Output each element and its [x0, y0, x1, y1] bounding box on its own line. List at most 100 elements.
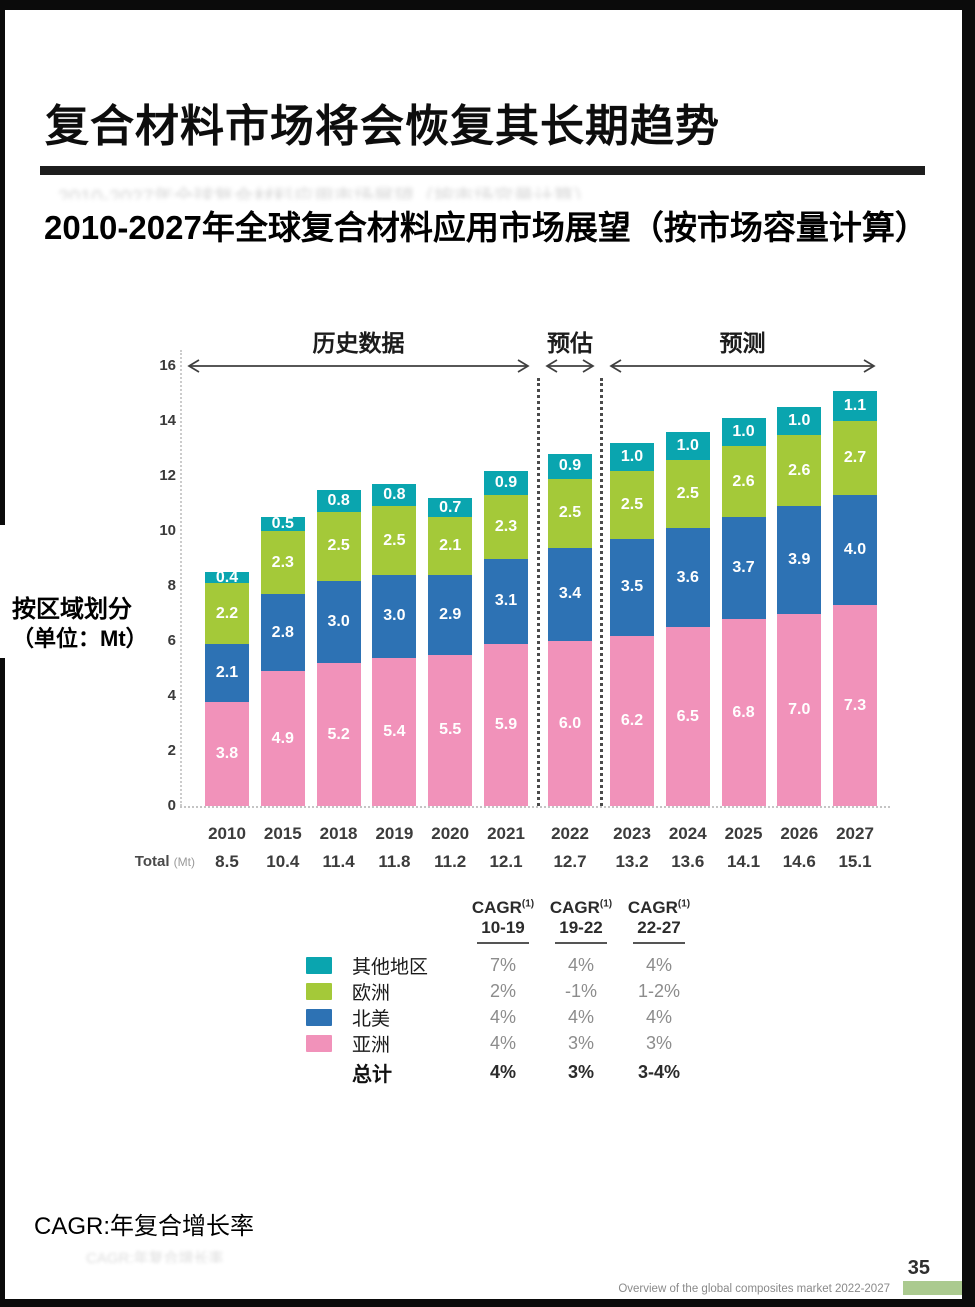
year-label: 2025 [724, 824, 763, 843]
bar-segment: 3.0 [372, 575, 417, 658]
bar-value-label: 3.9 [788, 550, 811, 568]
bar-segment: 6.0 [548, 641, 592, 806]
border-left-upper [0, 0, 5, 525]
bar-segment: 0.9 [484, 470, 528, 496]
cagr-value: -1% [564, 980, 597, 1001]
bar-segment: 0.8 [316, 489, 361, 512]
page-number: 35 [907, 1257, 930, 1279]
bar-segment: 3.1 [484, 558, 528, 644]
bar-value-label: 2.5 [620, 495, 644, 513]
section-label: 预测 [719, 330, 766, 356]
bar-value-label: 2.5 [383, 531, 406, 549]
bar-value-label: 4.0 [843, 541, 867, 559]
year-label: 2020 [431, 824, 470, 843]
legend-cagr-table: CAGR(1) 10-19 CAGR(1) 19-22 CAGR(1) 22-27 其他地区… [306, 898, 698, 1088]
bar-value-label: 0.8 [383, 486, 406, 504]
cagr-value: 3-4% [637, 1061, 681, 1082]
year-label: 2024 [668, 824, 707, 843]
legend-swatch-cell [306, 1004, 352, 1030]
cagr-value: 7% [489, 954, 516, 975]
cagr-value: 2% [489, 980, 516, 1001]
bar-value-label: 3.6 [676, 568, 699, 586]
cagr-header: CAGR(1) 22-27 [620, 898, 698, 952]
bar-value-label: 1.0 [732, 423, 755, 440]
bar-segment: 0.5 [260, 516, 305, 532]
bar-segment: 1.0 [777, 407, 822, 435]
legend-swatch [306, 982, 332, 1000]
footer-accent-bar [903, 1281, 962, 1295]
bar-value-label: 2.1 [215, 663, 239, 681]
y-axis-tick: 0 [167, 797, 176, 814]
bar-segment: 2.6 [777, 434, 822, 507]
bar-segment: 3.6 [665, 528, 710, 628]
legend-swatch-cell [306, 1030, 352, 1056]
bar-segment: 7.3 [833, 605, 877, 806]
bar-value-label: 3.0 [327, 612, 350, 630]
cagr-value: 4% [567, 1006, 594, 1027]
cagr-value: 4% [567, 954, 594, 975]
bar-value-label: 5.2 [327, 725, 350, 743]
bar-segment: 3.0 [316, 580, 361, 663]
y-axis-tick: 8 [167, 577, 176, 594]
total-value: 11.2 [434, 852, 467, 871]
bar-segment: 2.5 [665, 459, 710, 529]
y-axis-tick: 16 [159, 357, 176, 374]
year-label: 2019 [375, 824, 414, 843]
total-value: 13.2 [615, 852, 649, 871]
bar-value-label: 6.8 [732, 703, 755, 721]
bar-segment: 6.5 [665, 627, 710, 806]
bar-segment: 0.9 [548, 454, 592, 479]
total-value: 14.6 [782, 852, 816, 871]
section-label: 历史数据 [312, 330, 405, 356]
section-range-arrow [187, 359, 530, 373]
stacked-bar-chart: 0 2 4 6 8 10 12 14 16 3.8 2.1 2.2 0.4 2010 8.5 4.9 2.8 2.… [135, 330, 890, 871]
bar-value-label: 2.8 [271, 623, 294, 641]
bar-segment: 2.5 [610, 470, 654, 540]
bar-value-label: 6.5 [676, 707, 699, 725]
bar-segment: 3.9 [777, 506, 822, 614]
bar-segment: 2.3 [260, 531, 305, 595]
cagr-value: 1-2% [637, 980, 681, 1001]
header-underline [555, 942, 607, 945]
y-axis-tick: 2 [167, 742, 176, 759]
bar-value-label: 5.9 [494, 715, 518, 733]
border-bottom [0, 1299, 975, 1307]
bar-value-label: 2.9 [439, 605, 462, 623]
bar-value-label: 1.1 [843, 396, 867, 414]
section-divider-dotted [600, 378, 603, 806]
bar-value-label: 3.1 [494, 592, 518, 610]
bar-value-label: 3.4 [558, 585, 582, 603]
bar-value-label: 3.0 [383, 607, 406, 625]
year-label: 2010 [208, 824, 246, 843]
bar-segment: 0.7 [428, 498, 473, 518]
bar-segment: 2.1 [428, 517, 473, 575]
legend-swatch-cell [306, 952, 352, 978]
title-underline [40, 166, 925, 175]
section-range-arrow [609, 359, 876, 373]
bar-value-label: 6.0 [558, 714, 582, 732]
cagr-value: 4% [489, 1006, 516, 1027]
legend-swatch [306, 1034, 332, 1052]
bar-segment: 5.4 [372, 657, 417, 806]
bar-segment: 5.9 [484, 643, 528, 806]
year-label: 2023 [613, 824, 651, 843]
bar-value-label: 2.6 [788, 461, 811, 479]
total-value: 8.5 [215, 852, 239, 871]
legend-label: 北美 [352, 1008, 391, 1030]
border-top [0, 0, 975, 10]
year-label: 2015 [263, 824, 302, 843]
bar-value-label: 0.4 [215, 568, 239, 586]
total-value: 15.1 [838, 852, 872, 871]
bar-segment: 6.2 [610, 635, 654, 806]
bar-value-label: 2.3 [271, 553, 294, 571]
year-label: 2018 [319, 824, 358, 843]
bar-value-label: 4.9 [271, 729, 294, 747]
bar-segment: 5.2 [316, 663, 361, 806]
bar-segment: 4.0 [833, 495, 877, 606]
bar-segment: 1.0 [665, 432, 710, 460]
legend-swatch [306, 1008, 332, 1026]
year-label: 2026 [780, 824, 819, 843]
cagr-footnote: CAGR:年复合增长率 [34, 1213, 255, 1240]
bar-value-label: 2.2 [215, 604, 239, 622]
